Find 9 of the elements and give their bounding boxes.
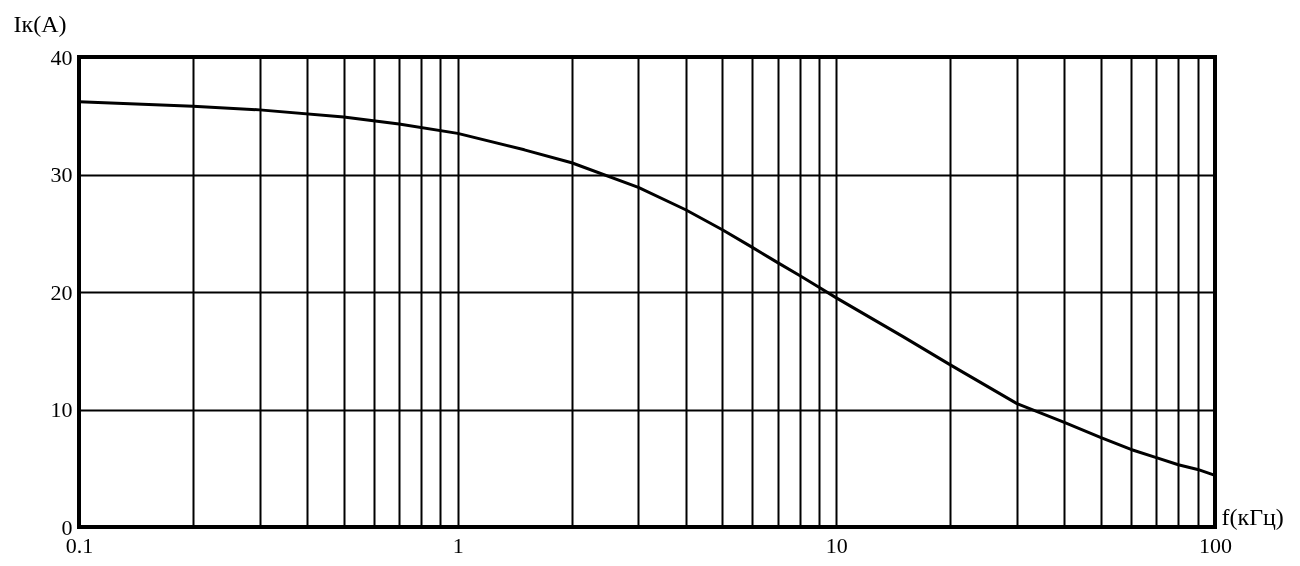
y-tick-label: 40 (50, 44, 73, 70)
y-axis-title: Iк(A) (13, 10, 67, 37)
x-tick-label: 100 (1199, 532, 1232, 558)
x-axis-title: f(кГц) (1221, 503, 1284, 530)
y-tick-label: 10 (50, 397, 73, 422)
x-tick-label: 10 (825, 532, 848, 558)
y-tick-label: 30 (50, 162, 73, 187)
x-tick-label: 1 (452, 532, 464, 558)
y-tick-label: 20 (50, 279, 73, 305)
